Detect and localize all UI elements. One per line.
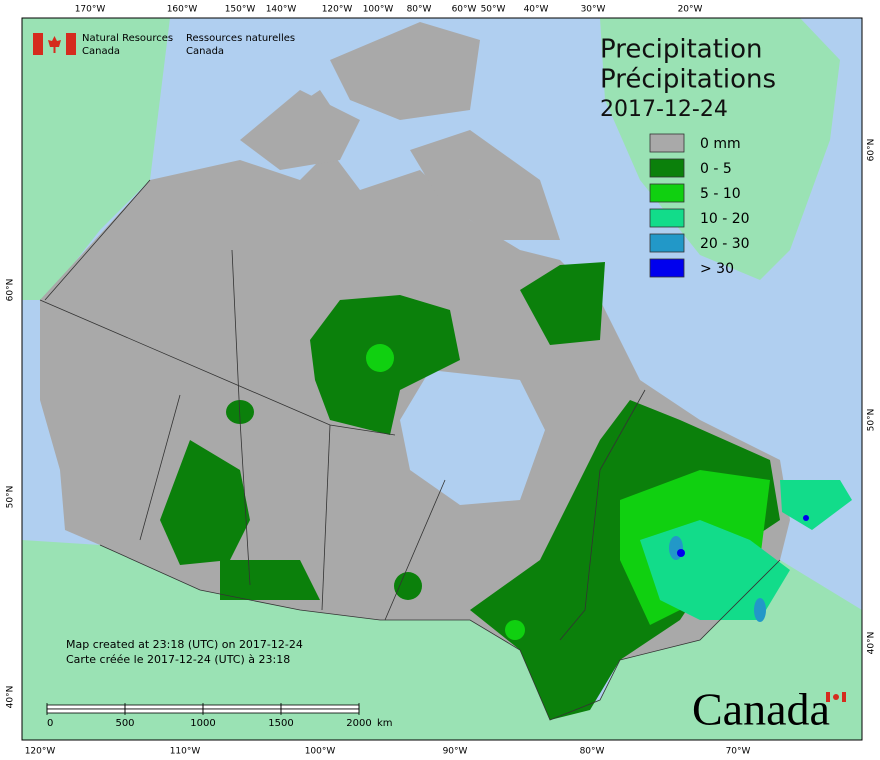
scale-label: 1500 [268,718,293,729]
hudson-bay [400,370,545,505]
graticule-label: 90°W [443,747,468,757]
precip-area [520,262,605,345]
scale-segment [124,704,204,710]
border [384,479,446,621]
graticule-label: 20°W [678,5,703,15]
scale-segment [280,704,360,710]
flag-bar [33,33,43,55]
arctic-island [290,90,340,135]
graticule-label: 160°W [167,5,198,15]
graticule-label: 80°W [580,747,605,757]
legend-label: 20 - 30 [700,236,750,252]
graticule-label: 50°W [481,5,506,15]
graticule-label: 80°W [407,5,432,15]
graticule-label: 150°W [225,5,256,15]
wordmark: Canada [692,684,830,735]
legend-swatch [649,183,685,203]
title: Precipitation [600,35,763,65]
scale-unit: km [377,718,393,729]
border [139,394,181,541]
scale-segment [202,708,282,714]
footer: Carte créée le 2017-12-24 (UTC) à 23:18 [66,653,290,666]
border [44,179,151,301]
graticule-label: 140°W [266,5,297,15]
precip-area [160,440,250,565]
legend-label: > 30 [700,261,734,277]
border [559,389,646,641]
map-frame [21,17,863,741]
arctic-island [330,22,480,120]
flag-leaf [48,36,61,53]
scale-segment [46,704,126,710]
scale-segment [46,708,126,714]
legend-label: 5 - 10 [700,186,741,202]
precip-area [803,515,809,521]
graticule-label: 40°N [867,632,877,655]
precip-area [754,598,766,622]
greenland [600,18,840,280]
graticule-label: 100°W [363,5,394,15]
graticule-label: 170°W [75,5,106,15]
scale-segment [202,704,282,710]
legend-label: 0 - 5 [700,161,732,177]
header-text: Natural Resources [82,33,173,44]
border [321,424,331,611]
scale-label: 0 [47,718,53,729]
graticule-label: 40°W [524,5,549,15]
graticule-label: 50°N [867,409,877,432]
border [99,544,781,721]
precip-area [366,344,394,372]
header-text: Canada [186,46,224,57]
graticule-label: 60°W [452,5,477,15]
title: Précipitations [600,65,776,95]
legend-swatch [649,158,685,178]
graticule-label: 70°W [726,747,751,757]
graticule-label: 60°N [867,139,877,162]
footer: Map created at 23:18 (UTC) on 2017-12-24 [66,638,303,651]
scale-label: 2000 [346,718,371,729]
precip-area [780,480,852,530]
precip-area [677,549,685,557]
scale-segment [124,708,204,714]
precip-area [505,620,525,640]
alaska [22,18,170,300]
header-text: Canada [82,46,120,57]
graticule-label: 40°N [6,686,16,709]
graticule-label: 110°W [170,747,201,757]
graticule-label: 50°N [6,486,16,509]
wordmark-flag [833,694,839,700]
scale-label: 1000 [190,718,215,729]
scale-segment [280,708,360,714]
graticule-labels: 170°W 160°W 150°W 140°W 120°W 100°W 80°W 60°W 50… [6,5,877,757]
usa [22,540,862,740]
arctic-island [410,130,560,240]
border [231,249,251,586]
wordmark-flag [826,692,830,702]
legend-swatch [649,208,685,228]
precip-area [220,560,320,600]
legend: 0 mm 0 - 5 5 - 10 10 - 20 20 - 30 > 30 [649,133,750,278]
legend-swatch [649,233,685,253]
header: Natural Resources Canada Ressources natu… [33,33,295,57]
map-body [22,18,862,740]
graticule-label: 120°W [25,747,56,757]
graticule-label: 60°N [6,279,16,302]
header-text: Ressources naturelles [186,33,295,44]
legend-label: 0 mm [700,136,741,152]
legend-swatch [649,133,685,153]
scale-label: 500 [115,718,134,729]
legend-label: 10 - 20 [700,211,750,227]
precip-area [394,572,422,600]
graticule-label: 100°W [305,747,336,757]
scale-bar: 0 500 1000 1500 2000 km [46,703,393,729]
flag-bar [66,33,76,55]
wordmark-flag [842,692,846,702]
graticule-label: 120°W [322,5,353,15]
legend-swatch [649,258,685,278]
graticule-label: 30°W [581,5,606,15]
date: 2017-12-24 [600,97,728,122]
